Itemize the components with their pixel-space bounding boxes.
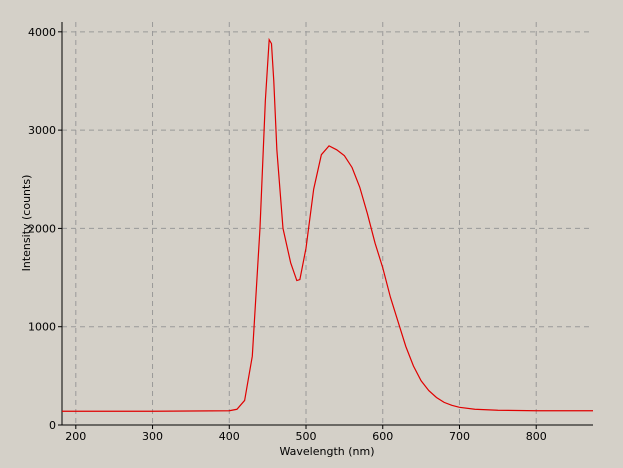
y-tick-label: 1000 (28, 321, 56, 334)
x-tick-label: 500 (296, 430, 317, 443)
y-tick-label: 4000 (28, 26, 56, 39)
y-tick-label: 0 (49, 419, 56, 432)
y-tick-label: 2000 (28, 222, 56, 235)
y-tick-label: 3000 (28, 124, 56, 137)
x-tick-label: 300 (142, 430, 163, 443)
x-tick-label: 800 (526, 430, 547, 443)
x-tick-label: 200 (65, 430, 86, 443)
y-axis-label: Intensity (counts) (20, 175, 33, 272)
spectrum-line (62, 37, 593, 412)
x-tick-label: 600 (372, 430, 393, 443)
x-axis-label: Wavelength (nm) (279, 445, 374, 458)
x-tick-label: 400 (219, 430, 240, 443)
x-tick-label: 700 (449, 430, 470, 443)
